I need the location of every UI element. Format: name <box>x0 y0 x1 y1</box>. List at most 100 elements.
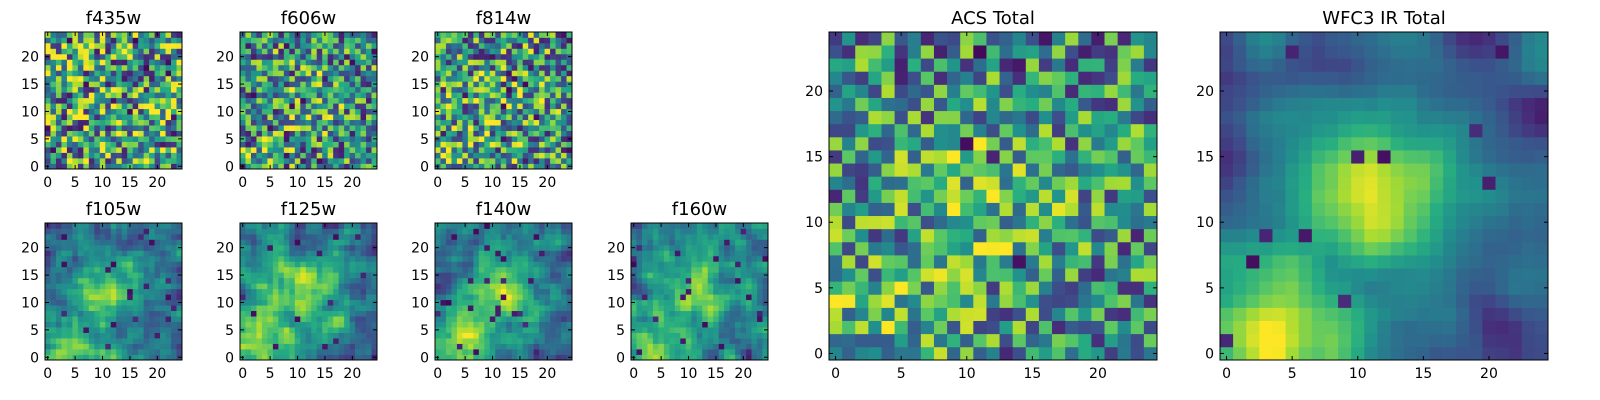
heatmap-cell <box>355 332 361 339</box>
heatmap-cell <box>165 338 172 344</box>
heatmap-cell <box>746 349 752 355</box>
heatmap-cell <box>55 152 62 159</box>
heatmap-cell <box>333 37 339 44</box>
heatmap-cell <box>735 250 741 257</box>
heatmap-cell <box>473 158 480 164</box>
heatmap-cell <box>663 288 670 295</box>
heatmap-cell <box>355 59 361 66</box>
heatmap-cell <box>250 299 257 306</box>
heatmap-cell <box>278 158 285 164</box>
heatmap-cell <box>517 349 524 355</box>
heatmap-cell <box>1012 268 1027 282</box>
heatmap-cell <box>522 53 529 60</box>
heatmap-cell <box>467 86 474 93</box>
heatmap-cell <box>473 147 480 153</box>
heatmap-cell <box>160 163 166 170</box>
heatmap-cell <box>555 338 562 344</box>
heatmap-cell <box>484 75 491 82</box>
heatmap-cell <box>702 272 709 279</box>
heatmap-cell <box>116 114 123 121</box>
heatmap-cell <box>735 316 741 322</box>
heatmap-cell <box>500 53 507 60</box>
heatmap-cell <box>757 327 763 333</box>
heatmap-cell <box>550 108 556 115</box>
heatmap-cell <box>500 223 507 229</box>
heatmap-cell <box>160 305 166 312</box>
heatmap-cell <box>256 233 263 240</box>
heatmap-cell <box>240 305 246 312</box>
heatmap-cell <box>110 141 117 148</box>
heatmap-cell <box>473 255 480 262</box>
heatmap-cell <box>50 163 57 170</box>
heatmap-cell <box>94 97 101 104</box>
heatmap-cell <box>371 321 378 328</box>
heatmap-cell <box>360 316 367 322</box>
heatmap-cell <box>735 349 741 355</box>
heatmap-cell <box>333 136 339 142</box>
heatmap-cell <box>762 332 769 339</box>
heatmap-cell <box>160 147 166 153</box>
heatmap-cell <box>933 294 948 308</box>
heatmap-cell <box>1052 163 1066 177</box>
heatmap-cell <box>250 305 257 312</box>
heatmap-cell <box>907 228 922 243</box>
heatmap-cell <box>713 283 720 290</box>
heatmap-cell <box>680 338 687 344</box>
heatmap-cell <box>511 244 518 251</box>
heatmap-cell <box>533 261 540 268</box>
heatmap-cell <box>99 103 106 110</box>
heatmap-cell <box>500 152 507 159</box>
heatmap-cell <box>947 202 961 217</box>
heatmap-cell <box>305 272 312 279</box>
heatmap-cell <box>566 338 573 344</box>
x-tick-label: 0 <box>433 366 442 382</box>
heatmap-cell <box>316 103 323 110</box>
heatmap-cell <box>528 310 534 317</box>
heatmap-cell <box>94 255 101 262</box>
heatmap-cell <box>456 141 463 148</box>
heatmap-cell <box>355 294 361 301</box>
heatmap-cell <box>1025 281 1040 295</box>
heatmap-cell <box>278 103 285 110</box>
heatmap-cell <box>1143 281 1158 295</box>
heatmap-cell <box>371 288 378 295</box>
heatmap-cell <box>305 136 312 142</box>
heatmap-cell <box>522 136 529 142</box>
heatmap-cell <box>160 327 166 333</box>
heatmap-cell <box>322 332 329 339</box>
heatmap-cell <box>566 64 573 71</box>
heatmap-cell <box>550 75 556 82</box>
heatmap-cell <box>533 294 540 301</box>
heatmap-cell <box>316 48 323 55</box>
heatmap-cell <box>528 32 534 38</box>
heatmap-cell <box>300 59 307 66</box>
heatmap-cell <box>544 299 551 306</box>
heatmap-cell <box>50 299 57 306</box>
heatmap-cell <box>149 130 155 137</box>
heatmap-cell <box>127 70 134 77</box>
heatmap-cell <box>561 338 567 344</box>
heatmap-cell <box>631 332 637 339</box>
heatmap-cell <box>99 70 106 77</box>
heatmap-cell <box>116 266 123 273</box>
x-tick-label: 0 <box>238 366 247 382</box>
heatmap-cell <box>132 223 139 229</box>
y-tick-label: 10 <box>411 295 429 311</box>
heatmap-cell <box>451 223 458 229</box>
heatmap-cell <box>245 310 252 317</box>
heatmap-cell <box>240 321 246 328</box>
heatmap-cell <box>88 266 95 273</box>
heatmap-cell <box>278 294 285 301</box>
heatmap-cell <box>729 321 736 328</box>
heatmap-cell <box>289 48 296 55</box>
heatmap-cell <box>261 288 268 295</box>
heatmap-cell <box>674 316 681 322</box>
heatmap-cell <box>1052 307 1066 321</box>
heatmap-cell <box>132 108 139 115</box>
heatmap-cell <box>132 283 139 290</box>
heatmap-cell <box>435 228 441 235</box>
heatmap-cell <box>333 119 339 126</box>
heatmap-cell <box>311 354 318 361</box>
heatmap-cell <box>1025 268 1040 282</box>
heatmap-cell <box>440 261 447 268</box>
